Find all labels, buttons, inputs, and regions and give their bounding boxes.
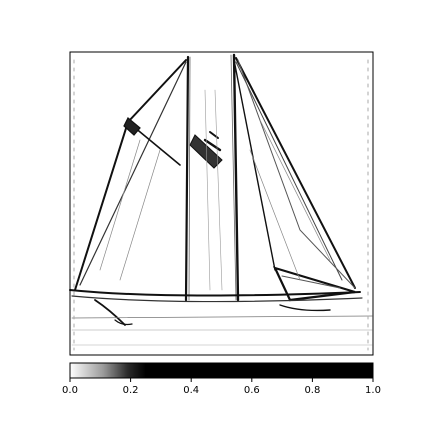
- colorbar-tick-label: 0.2: [123, 385, 139, 396]
- colorbar: 0.0 0.2 0.4 0.6 0.8 1.0: [62, 362, 381, 396]
- mast-left: [184, 55, 190, 302]
- image-frame: [69, 51, 374, 356]
- image-axes: [69, 51, 374, 356]
- colorbar-tick-label: 0.4: [183, 385, 199, 396]
- hull-edge: [69, 289, 361, 297]
- colorbar-tick-label: 0.0: [62, 385, 78, 396]
- colorbar-fill: [70, 363, 373, 378]
- mainsail-edge: [235, 57, 356, 289]
- colorbar-frame: [69, 362, 374, 379]
- ship-edge-image: [69, 53, 373, 351]
- colorbar-ticks: 0.0 0.2 0.4 0.6 0.8 1.0: [62, 378, 381, 396]
- colorbar-tick-label: 0.6: [244, 385, 260, 396]
- colorbar-tick-label: 0.8: [304, 385, 320, 396]
- mast-right: [232, 53, 240, 302]
- colorbar-tick-label: 1.0: [365, 385, 381, 396]
